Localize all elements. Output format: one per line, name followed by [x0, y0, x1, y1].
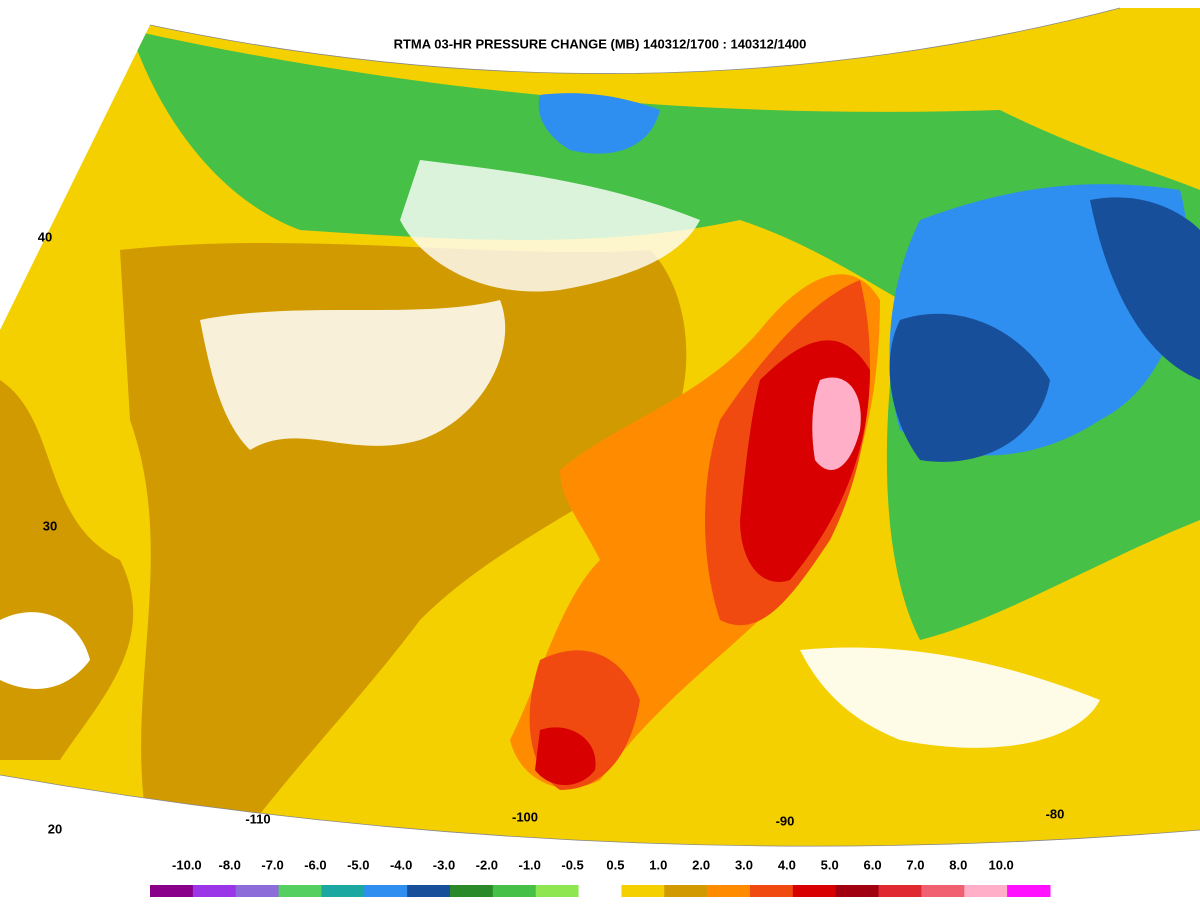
- colorbar-label: -0.5: [561, 857, 583, 872]
- longitude-label: -110: [245, 811, 270, 826]
- colorbar-swatch: [150, 885, 194, 897]
- colorbar-swatch: [321, 885, 365, 897]
- colorbar-label: -2.0: [476, 857, 498, 872]
- colorbar-label: 2.0: [692, 857, 710, 872]
- map-title: RTMA 03-HR PRESSURE CHANGE (MB) 140312/1…: [394, 36, 807, 51]
- colorbar-swatch: [578, 885, 622, 897]
- colorbar-swatch: [878, 885, 922, 897]
- colorbar-label: 4.0: [778, 857, 796, 872]
- colorbar-swatch: [835, 885, 880, 897]
- colorbar-swatch: [235, 885, 280, 897]
- colorbar-label: 8.0: [949, 857, 967, 872]
- colorbar-swatch: [707, 885, 751, 897]
- colorbar-label: -3.0: [433, 857, 455, 872]
- longitude-label: -100: [512, 809, 538, 824]
- colorbar-label: -10.0: [172, 857, 202, 872]
- colorbar-swatch: [364, 885, 408, 897]
- colorbar-swatch: [964, 885, 1008, 897]
- colorbar-label: -4.0: [390, 857, 412, 872]
- colorbar-swatch: [1007, 885, 1051, 897]
- colorbar-label: 5.0: [821, 857, 839, 872]
- colorbar-swatch: [407, 885, 451, 897]
- colorbar-label: -8.0: [219, 857, 241, 872]
- colorbar-label: -5.0: [347, 857, 369, 872]
- colorbar-swatch: [492, 885, 537, 897]
- colorbar-swatch: [750, 885, 794, 897]
- colorbar-label: 0.5: [606, 857, 624, 872]
- domain-edge: [0, 7, 1200, 847]
- colorbar-swatch: [278, 885, 322, 897]
- colorbar-swatch: [664, 885, 708, 897]
- colorbar-swatch: [192, 885, 237, 897]
- colorbar-label: 7.0: [906, 857, 924, 872]
- colorbar-label: -6.0: [304, 857, 326, 872]
- colorbar-swatch: [621, 885, 665, 897]
- colorbar-swatch: [450, 885, 494, 897]
- latitude-label: 20: [48, 821, 62, 836]
- colorbar-label: 3.0: [735, 857, 753, 872]
- colorbar-label: 10.0: [988, 857, 1013, 872]
- longitude-label: -90: [776, 813, 795, 828]
- colorbar-label: -7.0: [261, 857, 283, 872]
- colorbar-label: 1.0: [649, 857, 667, 872]
- colorbar: -10.0 -8.0 -7.0 -6.0 -5.0 -4.0 -3.0 -2.0 -1.0 -0.…: [150, 857, 1051, 897]
- latitude-label: 30: [43, 518, 57, 533]
- colorbar-label: -1.0: [519, 857, 541, 872]
- colorbar-label: 6.0: [864, 857, 882, 872]
- latitude-label: 40: [38, 229, 52, 244]
- colorbar-swatch: [535, 885, 580, 897]
- longitude-label: -80: [1046, 806, 1065, 821]
- colorbar-swatch: [792, 885, 837, 897]
- colorbar-swatch: [921, 885, 965, 897]
